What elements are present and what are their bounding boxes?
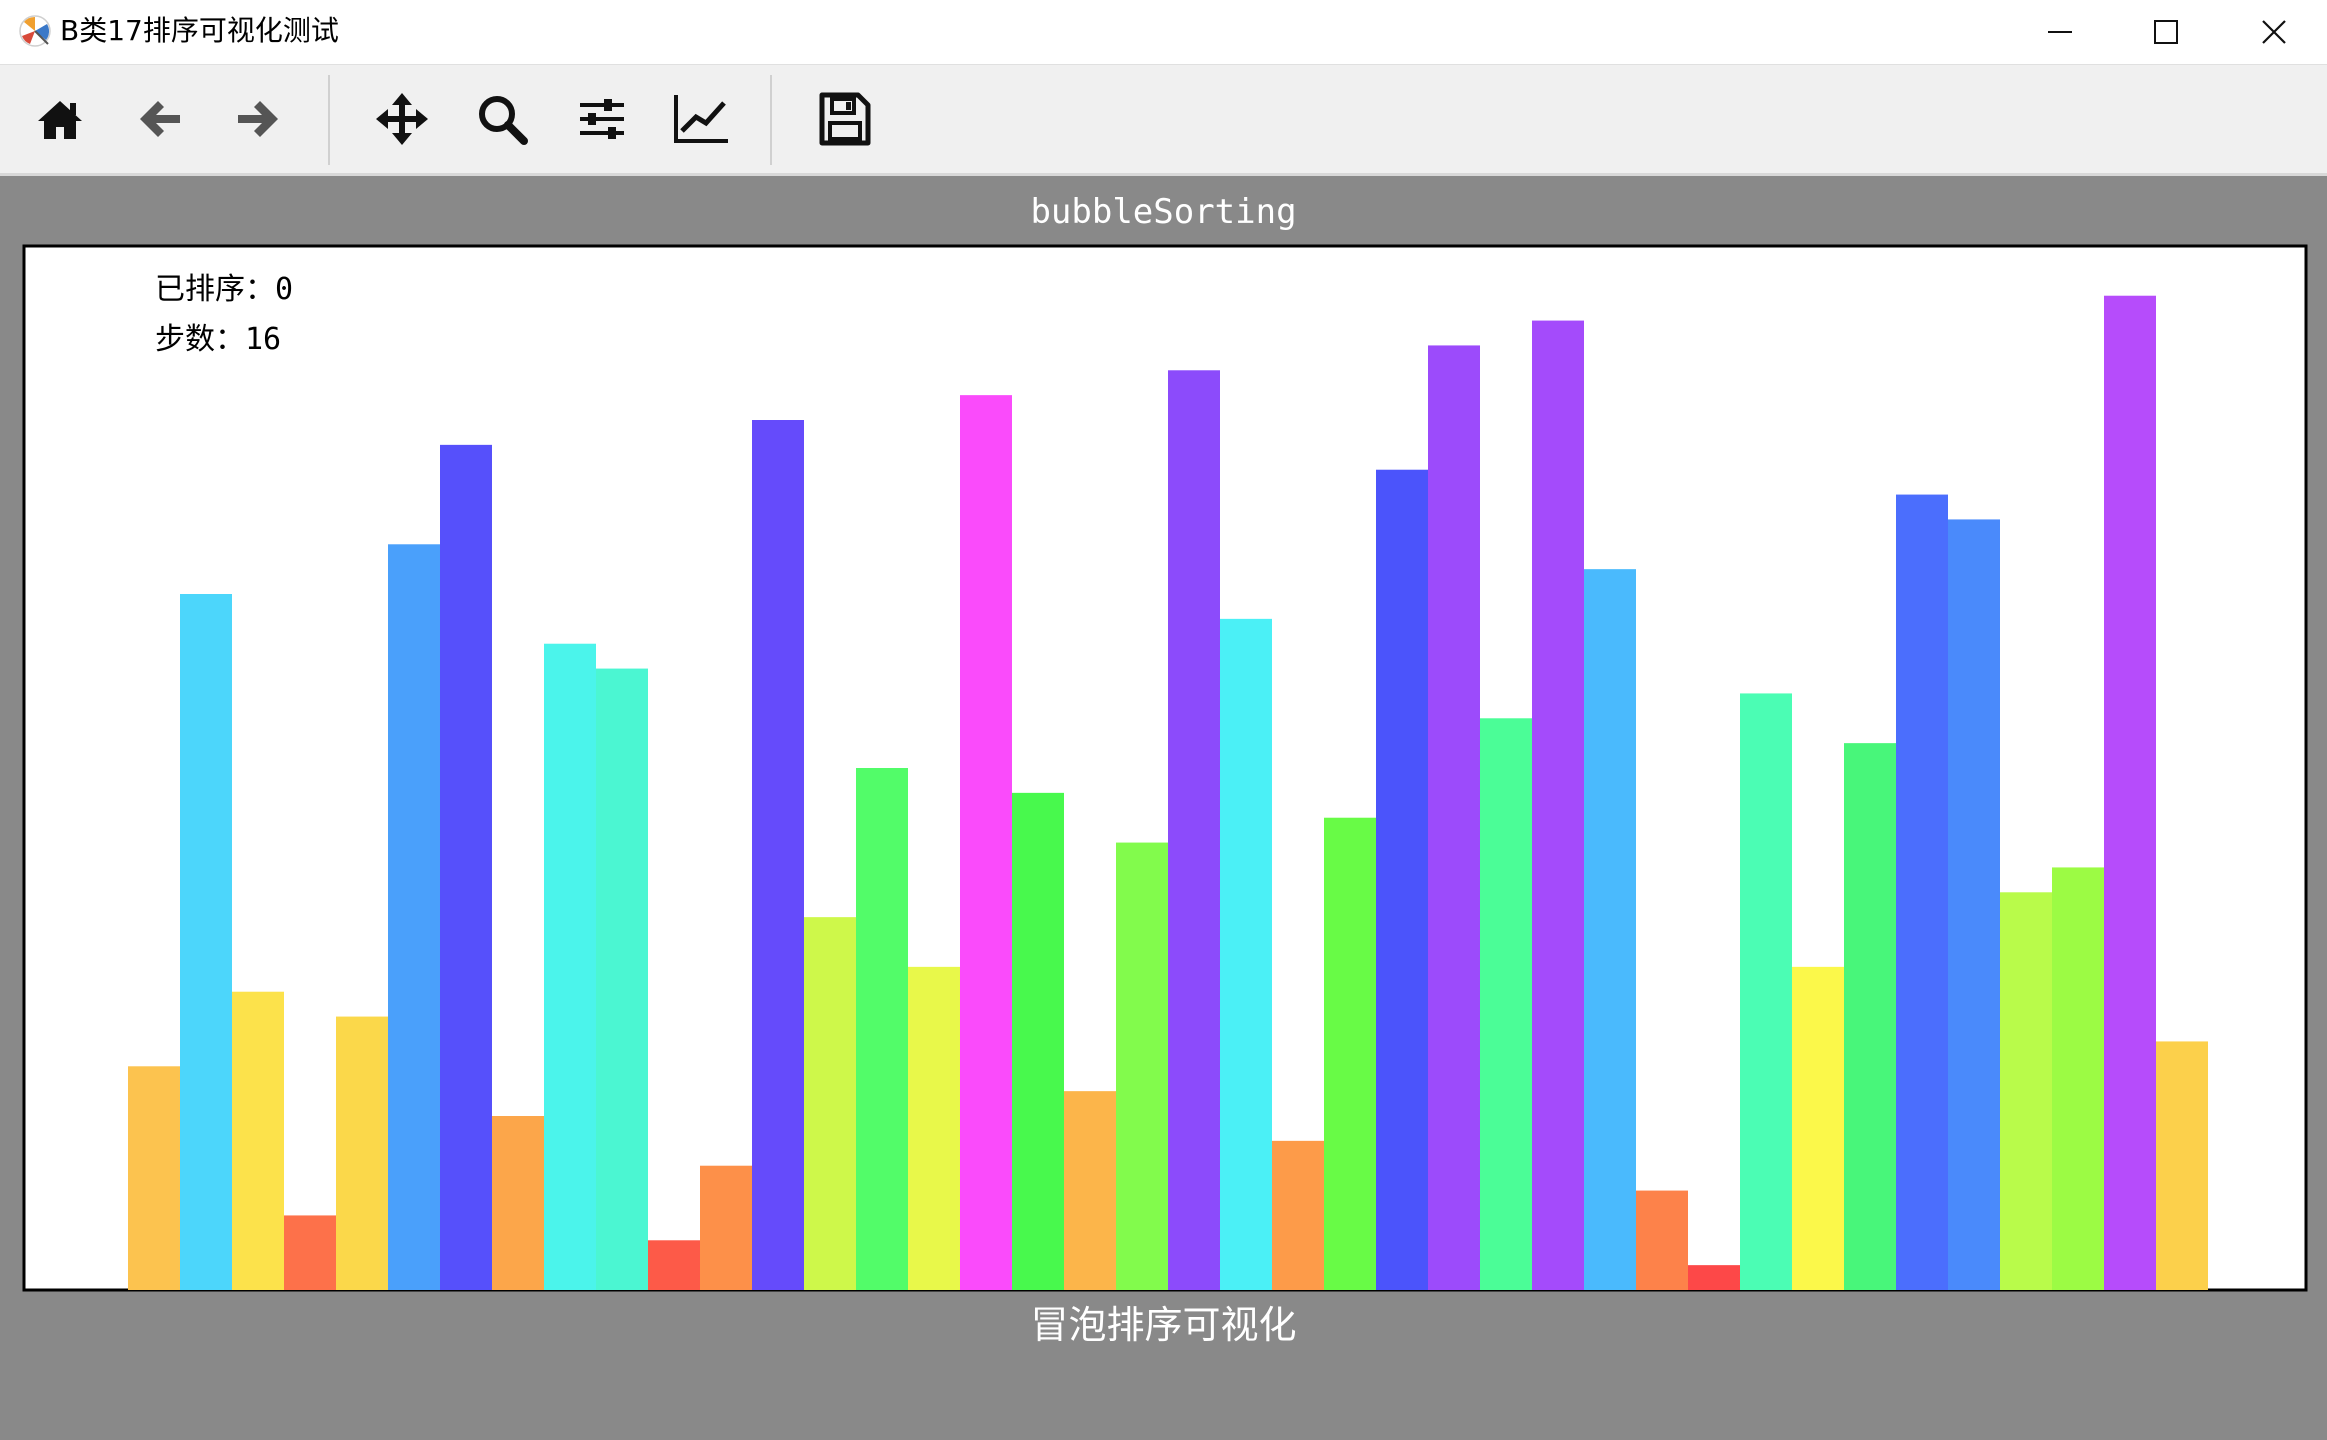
step-count-label: 步数：16 [155, 322, 282, 357]
arrow-right-icon [238, 101, 278, 137]
bar-28 [1584, 569, 1636, 1290]
bar-11 [700, 1165, 752, 1290]
edit-axis-button[interactable] [670, 87, 734, 151]
maximize-icon [2154, 20, 2178, 44]
bar-1 [180, 594, 232, 1290]
bar-13 [804, 917, 856, 1290]
bar-21 [1220, 618, 1272, 1290]
arrow-left-icon [140, 101, 180, 137]
bar-chart [22, 244, 2308, 1292]
line-chart-icon [674, 95, 728, 143]
bar-8 [544, 643, 596, 1290]
back-button[interactable] [128, 87, 192, 151]
floppy-disk-icon [819, 92, 871, 146]
bar-29 [1636, 1190, 1688, 1290]
move-icon [376, 93, 428, 145]
plot-title: bubbleSorting [1030, 192, 1297, 232]
bar-9 [596, 668, 648, 1290]
close-icon [2262, 20, 2286, 44]
bar-26 [1480, 718, 1532, 1290]
bar-32 [1792, 966, 1844, 1290]
home-icon [38, 101, 82, 139]
minimize-button[interactable] [2012, 0, 2108, 64]
bar-36 [2000, 892, 2052, 1290]
bar-27 [1532, 320, 1584, 1290]
bar-16 [960, 395, 1012, 1291]
bar-23 [1324, 817, 1376, 1290]
bar-35 [1948, 519, 2000, 1290]
bar-34 [1896, 494, 1948, 1291]
bar-0 [128, 1066, 180, 1290]
configure-subplots-button[interactable] [570, 87, 634, 151]
window-titlebar: B类17排序可视化测试 [0, 0, 2327, 65]
bar-10 [648, 1240, 700, 1290]
bar-22 [1272, 1140, 1324, 1290]
sliders-icon [580, 99, 624, 139]
bar-3 [284, 1215, 336, 1290]
bars-group [128, 295, 2208, 1291]
bar-20 [1168, 370, 1220, 1290]
bar-6 [440, 444, 492, 1290]
bar-24 [1376, 469, 1428, 1290]
toolbar-separator [770, 75, 772, 165]
bar-12 [752, 420, 804, 1290]
sorted-count-label: 已排序：0 [155, 272, 294, 307]
bar-5 [388, 544, 440, 1290]
bar-31 [1740, 693, 1792, 1290]
bar-19 [1116, 842, 1168, 1290]
pan-button[interactable] [370, 87, 434, 151]
bar-38 [2104, 295, 2156, 1290]
home-button[interactable] [28, 87, 92, 151]
bar-33 [1844, 743, 1896, 1290]
bar-39 [2156, 1041, 2208, 1290]
magnifier-icon [479, 96, 528, 145]
zoom-button[interactable] [470, 87, 534, 151]
bar-30 [1688, 1265, 1740, 1290]
bar-2 [232, 991, 284, 1290]
navigation-toolbar [0, 65, 2327, 176]
save-button[interactable] [812, 87, 876, 151]
close-button[interactable] [2226, 0, 2322, 64]
minimize-icon [2048, 31, 2072, 33]
x-axis-label: 冒泡排序可视化 [1030, 1303, 1297, 1347]
bar-14 [856, 768, 908, 1290]
forward-button[interactable] [226, 87, 290, 151]
bar-18 [1064, 1091, 1116, 1290]
figure-canvas: bubbleSorting 已排序：0 步数：16 冒泡排序可视化 [0, 176, 2327, 1440]
bar-17 [1012, 792, 1064, 1290]
bar-25 [1428, 345, 1480, 1290]
bar-37 [2052, 867, 2104, 1290]
bar-7 [492, 1116, 544, 1290]
maximize-button[interactable] [2118, 0, 2214, 64]
window-title: B类17排序可视化测试 [60, 14, 339, 47]
bar-15 [908, 966, 960, 1290]
toolbar-separator [328, 75, 330, 165]
app-icon [19, 15, 51, 47]
bar-4 [336, 1016, 388, 1290]
